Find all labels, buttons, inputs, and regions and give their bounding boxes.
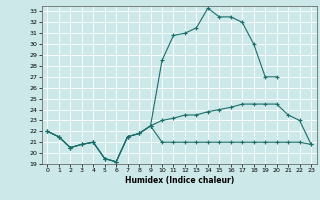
X-axis label: Humidex (Indice chaleur): Humidex (Indice chaleur)	[124, 176, 234, 185]
